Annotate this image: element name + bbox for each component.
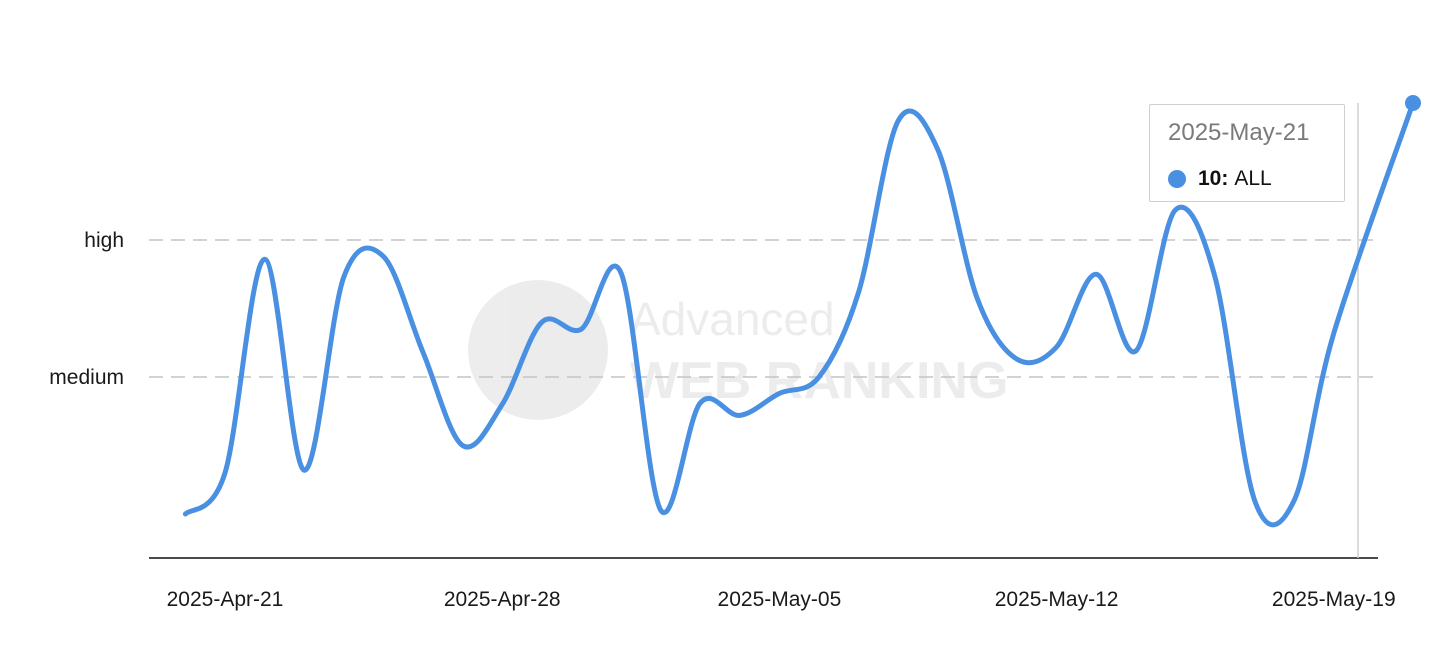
- x-tick-label: 2025-May-12: [995, 588, 1119, 611]
- tooltip-date: 2025-May-21: [1168, 119, 1310, 146]
- tooltip-value: 10:: [1198, 167, 1229, 190]
- y-tick-label-medium: medium: [49, 366, 124, 389]
- y-tick-label-high: high: [84, 229, 124, 252]
- series-line-all[interactable]: [182, 100, 1416, 528]
- globe-icon: [468, 280, 608, 420]
- x-tick-label: 2025-May-05: [718, 588, 842, 611]
- x-tick-label: 2025-Apr-21: [167, 588, 284, 611]
- watermark-logo: Advanced WEB RANKING: [468, 280, 1008, 420]
- tooltip-row: 10: ALL: [1168, 167, 1272, 191]
- series-dot-icon: [1168, 170, 1186, 188]
- tooltip: 2025-May-21 10: ALL: [1149, 104, 1345, 202]
- watermark-text-2: WEB RANKING: [630, 352, 1008, 410]
- tooltip-series-label: ALL: [1234, 167, 1272, 190]
- watermark-text-1: Advanced: [630, 293, 835, 345]
- hover-point[interactable]: [1405, 95, 1421, 111]
- x-tick-label: 2025-May-19: [1272, 588, 1396, 611]
- x-tick-label: 2025-Apr-28: [444, 588, 561, 611]
